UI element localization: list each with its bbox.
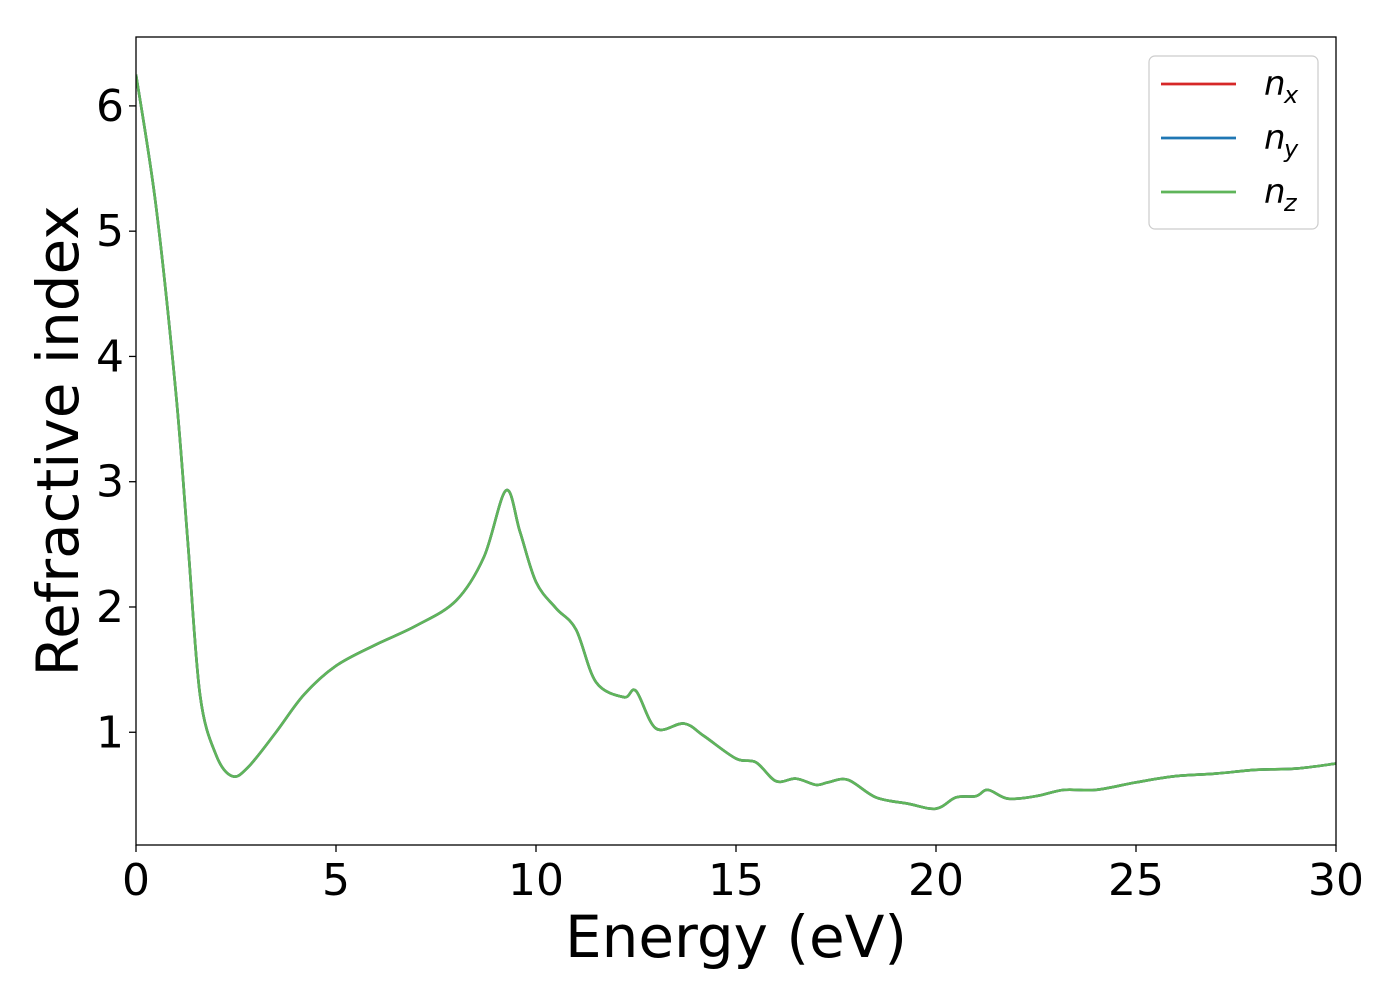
x-tick-label: 30	[1308, 855, 1364, 906]
x-tick-label: 20	[908, 855, 964, 906]
x-tick-label: 25	[1108, 855, 1164, 906]
x-axis-label: Energy (eV)	[565, 903, 907, 971]
series-line-nz	[136, 74, 1336, 811]
legend-box	[1148, 55, 1319, 230]
y-axis-label: Refractive index	[24, 205, 92, 676]
x-tick-label: 10	[508, 855, 564, 906]
series-layer	[136, 74, 1336, 811]
legend-label-subscript: z	[1283, 189, 1298, 217]
y-tick-label: 6	[96, 81, 124, 132]
y-tick-label: 3	[96, 457, 124, 508]
y-tick-label: 5	[96, 206, 124, 257]
x-tick-label: 5	[322, 855, 350, 906]
legend-label-subscript: y	[1283, 135, 1299, 163]
y-tick-label: 1	[96, 707, 124, 758]
legend-label: n	[1264, 172, 1286, 212]
x-tick-label: 15	[708, 855, 764, 906]
tick-layer: 0 5 10 15 20 25 30 1 2 3 4 5 6	[96, 81, 1364, 906]
y-tick-label: 2	[96, 582, 124, 633]
legend-label: n	[1264, 64, 1286, 104]
legend-label: n	[1264, 118, 1286, 158]
legend-label-subscript: x	[1283, 81, 1299, 109]
y-tick-label: 4	[96, 331, 124, 382]
x-tick-label: 0	[122, 855, 150, 906]
